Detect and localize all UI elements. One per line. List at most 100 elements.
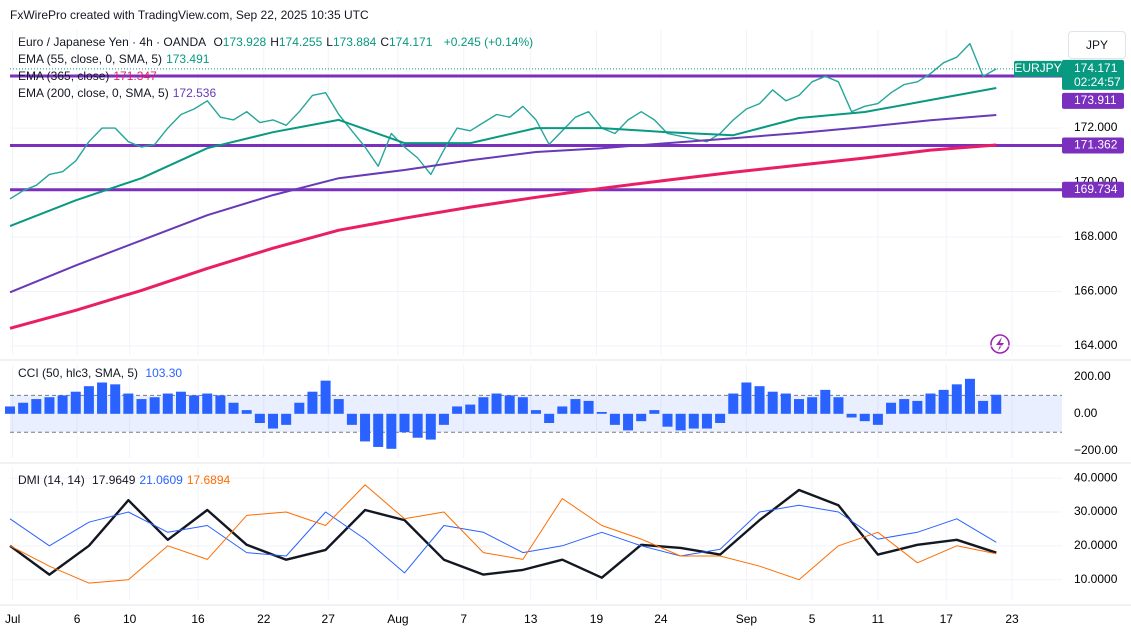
bar — [991, 394, 1002, 414]
bar — [399, 413, 410, 433]
level-tag-label: 173.911 — [1074, 93, 1117, 107]
currency-button[interactable]: JPY — [1068, 31, 1126, 59]
x-tick-label: 23 — [1005, 612, 1019, 626]
x-tick-label: 16 — [191, 612, 205, 626]
series-line — [9, 488, 997, 579]
y-tick-label: 168.000 — [1074, 229, 1118, 243]
legend-entry[interactable]: EMA (365, close) 171.347 — [18, 68, 537, 85]
bar — [544, 413, 555, 424]
y-tick-label: 30.0000 — [1074, 504, 1118, 518]
x-tick-label: 6 — [74, 612, 81, 626]
bar — [189, 395, 200, 414]
legend-entry[interactable]: EMA (200, close, 0, SMA, 5) 172.536 — [18, 85, 537, 102]
bar — [123, 393, 134, 414]
legend-name: EMA (200, close, 0, SMA, 5) — [18, 86, 169, 100]
ohlc-label: H — [270, 35, 279, 49]
level-tag — [1062, 137, 1124, 154]
bar — [5, 406, 15, 414]
y-tick-label: 164.000 — [1074, 338, 1118, 352]
bar — [254, 413, 265, 424]
series-line — [9, 143, 997, 330]
series-line — [9, 87, 997, 228]
bar — [951, 384, 962, 414]
ohlc: O173.928 H174.255 L173.884 C174.171 — [213, 35, 436, 49]
bar — [373, 413, 384, 447]
bar — [281, 413, 292, 425]
x-tick-label: 5 — [809, 612, 816, 626]
bar — [767, 391, 778, 414]
y-tick-label: 20.0000 — [1074, 538, 1118, 552]
bar — [504, 395, 515, 414]
bar — [31, 399, 42, 414]
x-tick-label: 11 — [872, 612, 885, 626]
level-tag-label: 169.734 — [1074, 182, 1118, 196]
bar — [675, 413, 686, 431]
bar — [320, 380, 331, 414]
bar — [938, 389, 949, 414]
legend-value: 21.0609 — [139, 473, 183, 487]
countdown: 02:24:57 — [1074, 75, 1121, 89]
bar — [110, 384, 121, 414]
ohlc-value: 173.884 — [332, 35, 377, 49]
bar — [241, 410, 252, 414]
bar — [531, 410, 541, 414]
bar — [846, 413, 857, 418]
legend-value: 17.6894 — [186, 473, 231, 487]
bar — [899, 399, 910, 414]
x-tick-label: 24 — [654, 612, 668, 626]
price-tag — [1062, 59, 1124, 90]
ohlc-label: O — [213, 35, 223, 49]
bar — [807, 397, 818, 414]
series-line — [9, 484, 997, 584]
ohlc-value: 174.171 — [389, 35, 433, 49]
bar — [215, 395, 226, 414]
y-tick-label: 10.0000 — [1074, 572, 1118, 586]
x-tick-label: Sep — [736, 612, 758, 626]
alert-icon[interactable] — [990, 334, 1010, 354]
level-tag — [1062, 181, 1124, 198]
legend-value: 172.536 — [172, 86, 217, 100]
y-tick-label: 166.000 — [1074, 284, 1118, 298]
bar — [623, 413, 634, 431]
bar — [346, 413, 357, 425]
bar — [452, 406, 463, 414]
bar — [886, 402, 897, 414]
attribution: FxWirePro created with TradingView.com, … — [10, 8, 369, 22]
legend-entry[interactable]: EMA (55, close, 0, SMA, 5) 173.491 — [18, 51, 537, 68]
bar — [636, 413, 647, 422]
y-tick-label: −200.00 — [1074, 443, 1118, 457]
bar — [978, 400, 989, 414]
bar — [964, 378, 975, 414]
dmi-legend: DMI (14, 14) 17.9649 21.0609 17.6894 — [18, 472, 234, 489]
bar — [386, 413, 397, 449]
symbol-tag — [1014, 60, 1062, 77]
bar — [70, 391, 81, 414]
cci-value: 103.30 — [145, 366, 183, 380]
ohlc-label: L — [326, 35, 333, 49]
bar — [741, 382, 752, 414]
bar — [228, 402, 239, 414]
bar — [18, 402, 29, 414]
x-tick-label: 7 — [460, 612, 467, 626]
legend-value: 171.347 — [113, 69, 157, 83]
ohlc-value: 174.255 — [278, 35, 323, 49]
bar — [202, 393, 213, 414]
bar — [794, 399, 804, 414]
bar — [175, 391, 186, 414]
bar — [649, 410, 660, 414]
legend-name: EMA (55, close, 0, SMA, 5) — [18, 52, 163, 66]
bar — [688, 413, 699, 429]
legend-value: 173.491 — [166, 52, 210, 66]
bar — [912, 400, 923, 414]
y-tick-label: 40.0000 — [1074, 470, 1118, 484]
bar — [425, 413, 436, 440]
bar — [491, 393, 502, 414]
bar — [412, 413, 423, 438]
symbol-title: Euro / Japanese Yen · 4h · OANDA — [18, 35, 207, 49]
bar — [570, 399, 581, 414]
symbol-line: Euro / Japanese Yen · 4h · OANDA O173.92… — [18, 34, 537, 51]
bar — [307, 391, 318, 414]
level-tag — [1062, 92, 1124, 109]
bar — [57, 395, 68, 414]
